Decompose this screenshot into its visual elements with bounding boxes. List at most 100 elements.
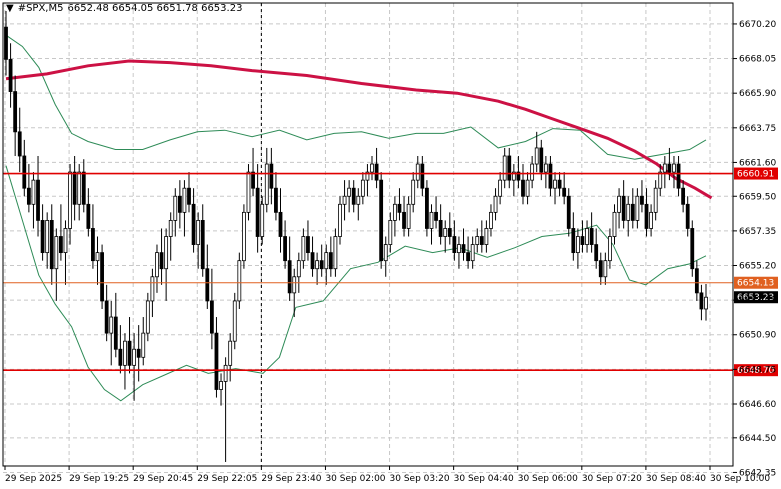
candle [260, 196, 265, 245]
candle-body-up [443, 228, 448, 237]
candle [132, 333, 137, 401]
candle [617, 188, 621, 229]
candle [370, 155, 374, 181]
candle [26, 164, 31, 213]
candle [4, 11, 8, 76]
candle-body-up [406, 203, 411, 229]
candle-body-up [164, 236, 169, 270]
candle [31, 172, 36, 229]
candle [557, 172, 562, 197]
y-tick-label: 6646.60 [739, 400, 776, 410]
candle [13, 75, 18, 156]
candle-body-down [209, 300, 214, 334]
current-price-label: 6653.23 [737, 293, 774, 303]
y-tick-label: 6663.75 [739, 124, 776, 134]
y-tick-label: 6653.05 [739, 296, 776, 306]
candle [205, 244, 210, 309]
candle-body-up [489, 211, 493, 229]
x-tick-label: 29 Sep 19:25 [69, 474, 129, 484]
candle [164, 228, 169, 301]
candle [379, 172, 384, 269]
candle-body-down [283, 236, 287, 262]
candle [214, 317, 219, 398]
price-level-tag [734, 167, 778, 180]
candle-body-down [452, 236, 457, 254]
candle-body-up [219, 381, 223, 390]
candle [374, 147, 379, 189]
candle [457, 236, 461, 269]
candle-body-up [292, 276, 297, 294]
x-tick-label: 30 Sep 04:40 [454, 474, 514, 484]
candle-body-up [338, 203, 342, 237]
candle-body-up [356, 195, 361, 205]
candle [672, 155, 676, 189]
candle-body-up [228, 340, 233, 366]
candle [113, 292, 118, 358]
candle-body-down [104, 300, 109, 334]
candle [566, 188, 571, 237]
candles [4, 11, 708, 462]
candle-body-up [608, 236, 612, 262]
candle [219, 373, 223, 406]
candle [255, 164, 260, 253]
candle-body-up [324, 252, 329, 270]
candle-body-down [676, 163, 681, 189]
candle-body-up [470, 244, 475, 262]
triangle-down-icon[interactable]: ▼ [6, 3, 14, 14]
candle [59, 204, 63, 261]
candle-body-up [141, 332, 146, 358]
candle [498, 172, 503, 205]
candle-body-down [539, 147, 544, 173]
candle [406, 196, 411, 237]
x-tick-label: 30 Sep 02:00 [325, 474, 385, 484]
candle [49, 204, 54, 285]
y-tick-label: 6661.60 [739, 158, 776, 168]
candle-body-up [392, 203, 397, 221]
candle [123, 333, 127, 390]
candle-body-up [31, 179, 36, 205]
y-tick-label: 6657.35 [739, 227, 776, 237]
candle [141, 317, 146, 366]
candle [360, 172, 365, 205]
candle [319, 244, 324, 277]
candle-body-up [150, 276, 155, 302]
candle [644, 188, 649, 237]
candle [68, 164, 72, 245]
candle-body-up [347, 187, 352, 197]
candle-body-up [54, 236, 59, 270]
candle-body-down [681, 187, 686, 205]
candle [534, 131, 539, 173]
candle-body-up [658, 171, 663, 189]
candle [612, 204, 617, 245]
candle [603, 252, 608, 285]
candle [54, 228, 59, 301]
x-tick-label: 30 Sep 07:20 [582, 474, 642, 484]
price-axis: 6670.20 6668.05 6665.90 6663.75 6661.60 6659.… [733, 20, 776, 478]
candle-body-up [296, 260, 301, 278]
candle-body-down [447, 228, 452, 237]
candle-body-up [237, 260, 242, 302]
candle-body-up [383, 244, 388, 262]
candle-body-down [177, 195, 182, 213]
candle-body-up [370, 163, 374, 173]
candle [200, 204, 205, 277]
candle [72, 155, 77, 221]
candle-body-down [557, 179, 562, 189]
candle-body-down [461, 244, 466, 254]
candle [589, 212, 594, 253]
candle [690, 220, 695, 277]
x-tick-label: 30 Sep 06:00 [518, 474, 578, 484]
candle-body-down [425, 187, 429, 229]
candle [626, 196, 631, 237]
chart-header: ▼ #SPX,M5 6652.48 6654.05 6651.78 6653.23 [6, 3, 246, 14]
candle-body-down [580, 236, 585, 245]
upper-band-line [5, 34, 707, 160]
candle [411, 172, 416, 213]
candle [484, 220, 489, 253]
candle-body-up [484, 228, 489, 245]
candle-body-down [251, 171, 255, 189]
candle-body-down [214, 332, 219, 390]
candle-body-down [72, 171, 77, 205]
candle-body-down [91, 228, 95, 262]
